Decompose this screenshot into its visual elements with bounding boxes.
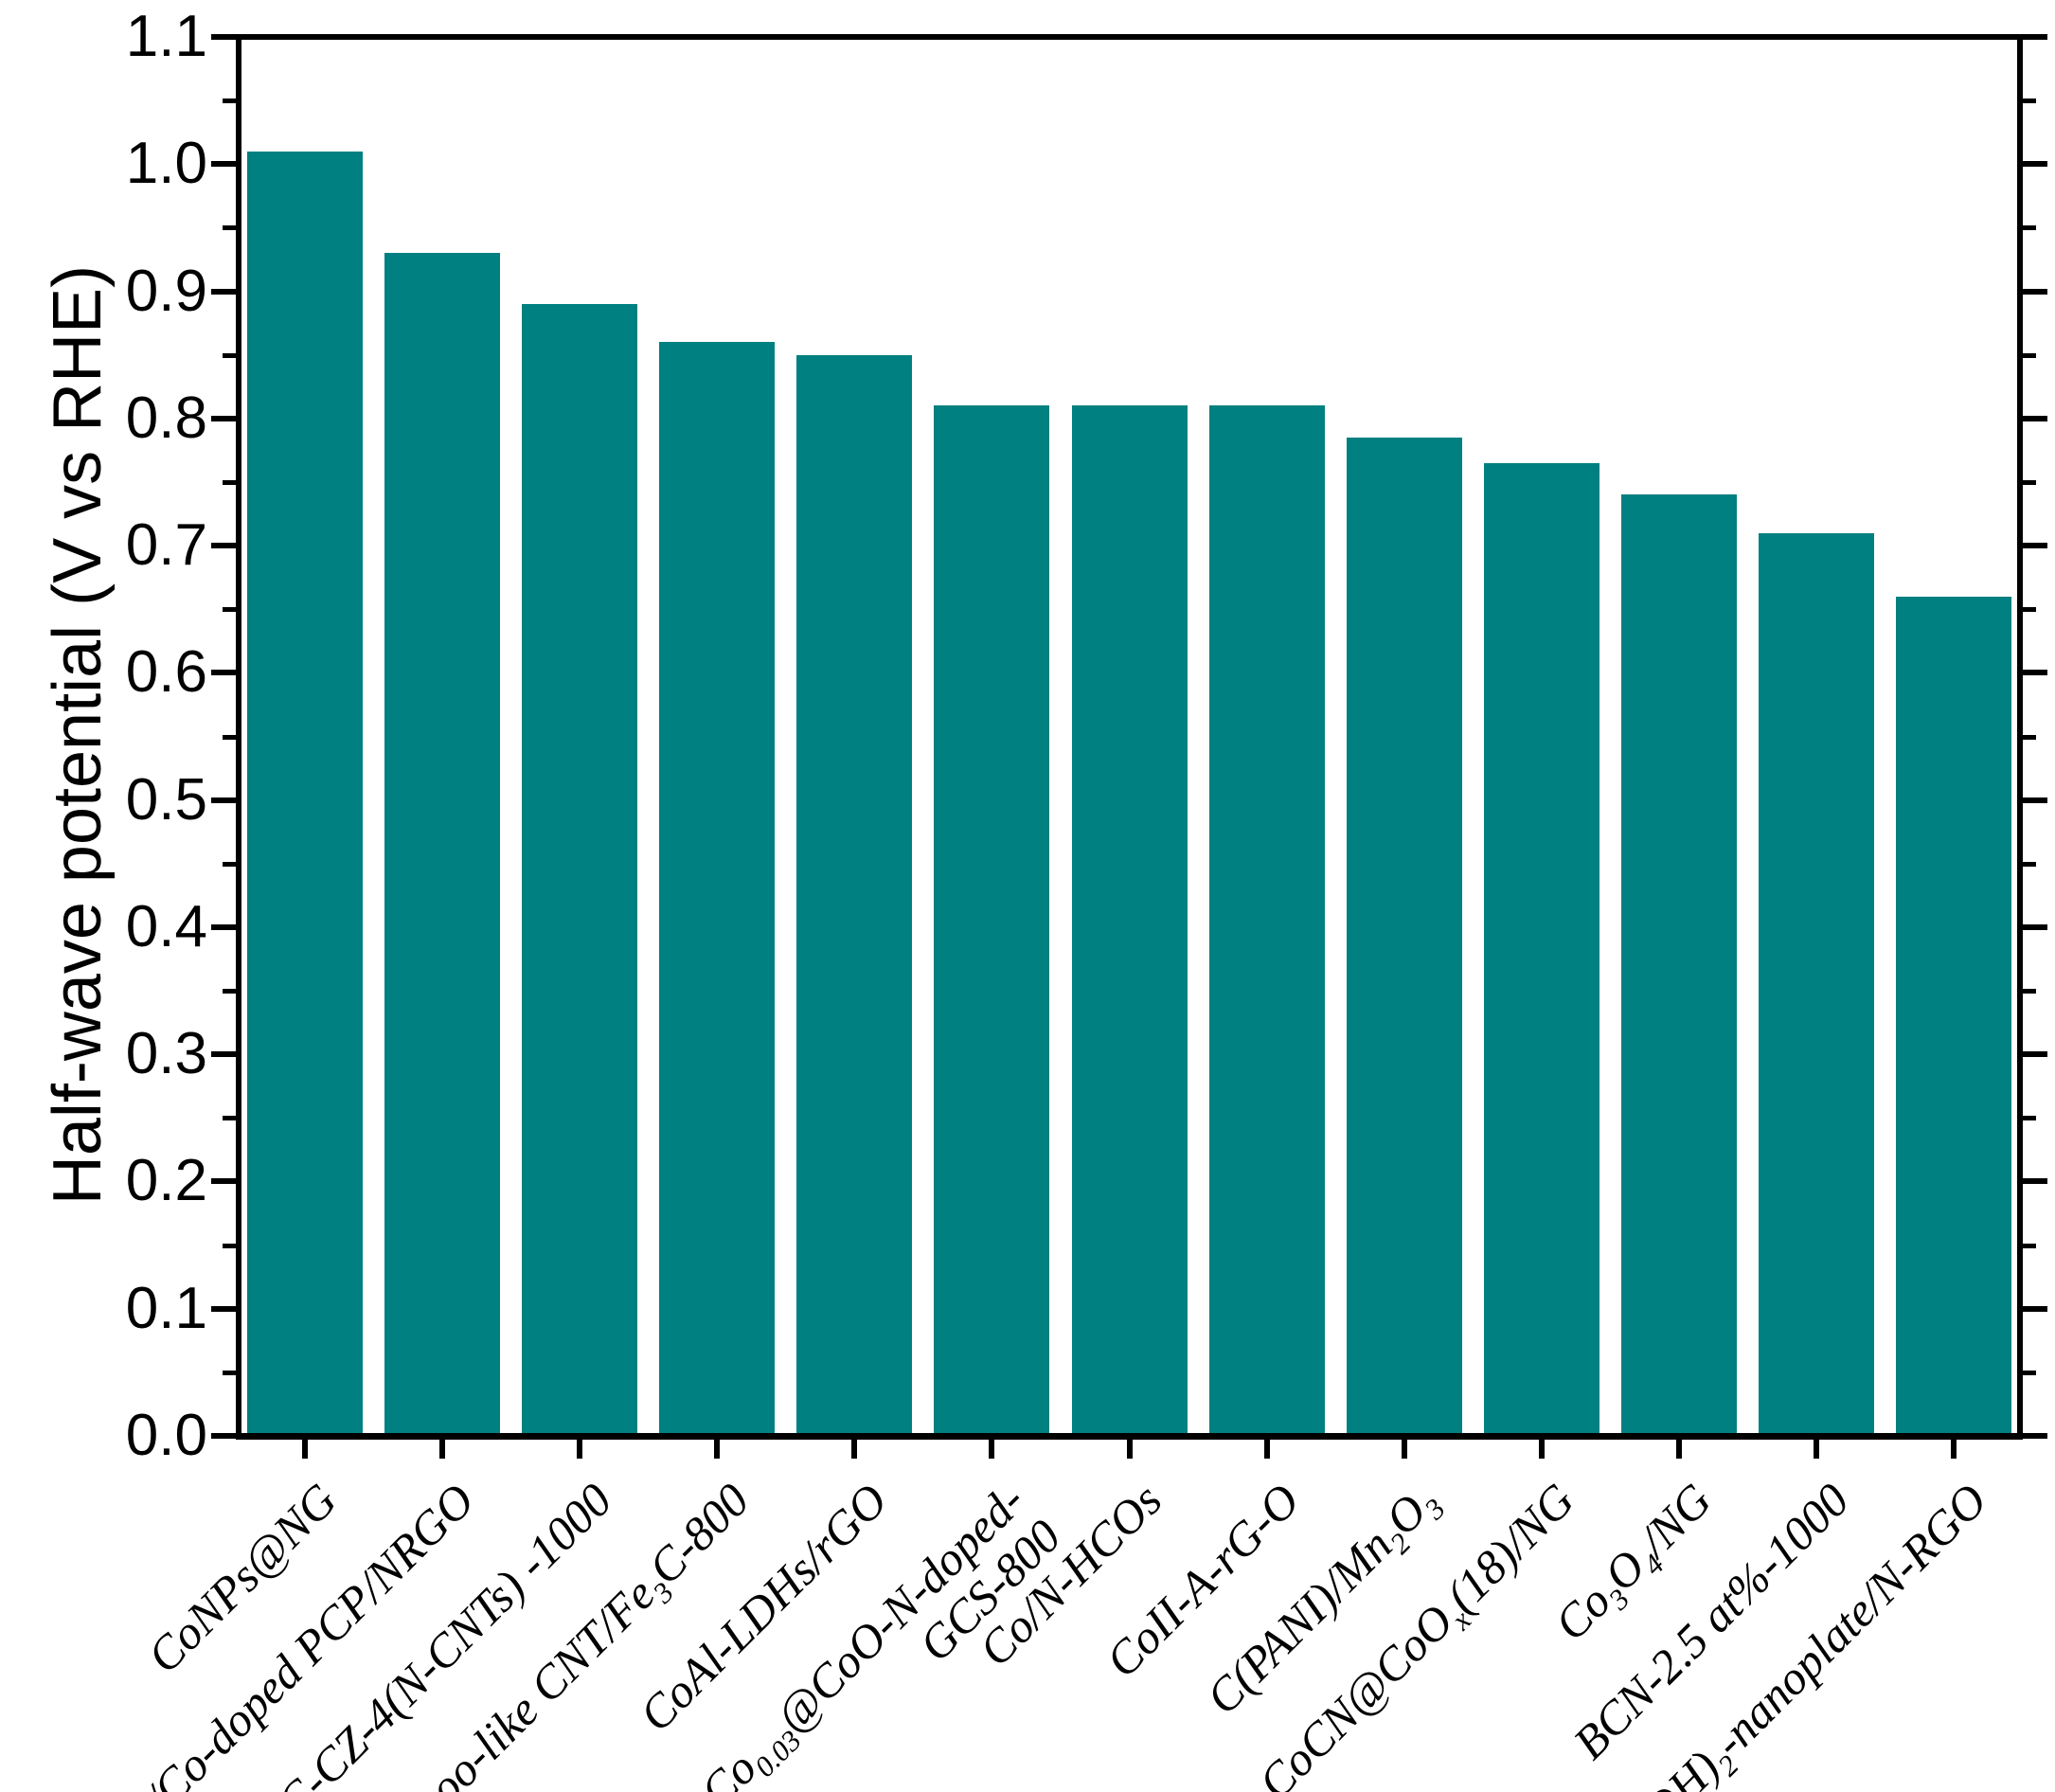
y-axis-major-tick-right [2023, 34, 2047, 40]
y-axis-major-tick-right [2023, 1178, 2047, 1185]
y-axis-major-tick [211, 34, 236, 40]
y-axis-tick-label: 0.7 [125, 512, 207, 579]
y-axis-major-tick-right [2023, 923, 2047, 930]
y-axis-minor-tick-right [2023, 989, 2036, 995]
y-axis-major-tick [211, 1051, 236, 1058]
x-axis-tick [1676, 1440, 1683, 1459]
y-axis-minor-tick-right [2023, 861, 2036, 867]
bar [934, 405, 1050, 1433]
y-axis-minor-tick [223, 225, 236, 231]
y-axis-major-tick [211, 161, 236, 168]
bar [1759, 532, 1875, 1433]
y-axis-major-tick-right [2023, 670, 2047, 676]
y-axis-minor-tick [223, 989, 236, 995]
y-axis-minor-tick [223, 1116, 236, 1121]
y-axis-major-tick [211, 288, 236, 295]
y-axis-tick-label: 0.2 [125, 1148, 207, 1214]
y-axis-tick-label: 0.0 [125, 1403, 207, 1468]
x-axis-tick [851, 1440, 858, 1459]
y-axis-title: Half-wave potential (V vs RHE) [40, 264, 116, 1206]
bar [384, 253, 500, 1433]
bar [1621, 494, 1738, 1433]
y-axis-minor-tick-right [2023, 479, 2036, 485]
y-axis-minor-tick-right [2023, 1370, 2036, 1375]
y-axis-minor-tick-right [2023, 1243, 2036, 1248]
y-axis-minor-tick [223, 1370, 236, 1375]
y-axis-major-tick [211, 1178, 236, 1185]
y-axis-minor-tick [223, 352, 236, 358]
y-axis-minor-tick [223, 734, 236, 740]
bar [1208, 405, 1325, 1433]
x-axis-tick [989, 1440, 995, 1459]
y-axis-tick-label: 0.4 [125, 893, 207, 959]
y-axis-major-tick [211, 1433, 236, 1439]
y-axis-minor-tick-right [2023, 99, 2036, 104]
bar [1896, 596, 2012, 1433]
y-axis-minor-tick [223, 479, 236, 485]
y-axis-tick-label: 1.1 [125, 4, 207, 69]
y-axis-major-tick [211, 1305, 236, 1312]
y-axis-major-tick [211, 415, 236, 421]
x-axis-tick [576, 1440, 582, 1459]
y-axis-major-tick-right [2023, 543, 2047, 549]
y-axis-tick-label: 1.0 [125, 131, 207, 197]
bar [1071, 405, 1188, 1433]
bar [796, 354, 913, 1433]
x-axis-tick [301, 1440, 308, 1459]
y-axis-major-tick-right [2023, 1305, 2047, 1312]
bar [521, 303, 637, 1433]
y-axis-tick-label: 0.5 [125, 766, 207, 833]
y-axis-major-tick-right [2023, 797, 2047, 803]
bar [246, 151, 363, 1433]
y-axis-major-tick [211, 670, 236, 676]
x-axis-tick [1401, 1440, 1407, 1459]
bar [659, 342, 776, 1433]
y-axis-tick-label: 0.8 [125, 385, 207, 451]
y-axis-major-tick-right [2023, 415, 2047, 421]
x-axis-tick [1538, 1440, 1545, 1459]
bar [1483, 462, 1599, 1433]
y-axis-major-tick-right [2023, 288, 2047, 295]
y-axis-major-tick [211, 543, 236, 549]
y-axis-major-tick [211, 923, 236, 930]
y-axis-major-tick [211, 797, 236, 803]
y-axis-minor-tick-right [2023, 225, 2036, 231]
y-axis-tick-label: 0.9 [125, 258, 207, 324]
y-axis-minor-tick [223, 99, 236, 104]
y-axis-major-tick-right [2023, 1433, 2047, 1439]
y-axis-tick-label: 0.6 [125, 639, 207, 706]
y-axis-major-tick-right [2023, 1051, 2047, 1058]
y-axis-minor-tick-right [2023, 734, 2036, 740]
x-axis-tick [438, 1440, 445, 1459]
y-axis-minor-tick-right [2023, 607, 2036, 613]
y-axis-minor-tick [223, 1243, 236, 1248]
plot-frame [236, 34, 2023, 1440]
y-axis-minor-tick-right [2023, 1116, 2036, 1121]
x-axis-tick [1263, 1440, 1270, 1459]
x-axis-tick [1126, 1440, 1133, 1459]
y-axis-tick-label: 0.1 [125, 1275, 207, 1341]
x-axis-tick [714, 1440, 721, 1459]
x-axis-tick [1951, 1440, 1957, 1459]
y-axis-minor-tick [223, 607, 236, 613]
y-axis-tick-label: 0.3 [125, 1021, 207, 1087]
y-axis-minor-tick [223, 861, 236, 867]
x-axis-tick [1814, 1440, 1820, 1459]
bar [1346, 437, 1462, 1433]
y-axis-minor-tick-right [2023, 352, 2036, 358]
y-axis-major-tick-right [2023, 161, 2047, 168]
